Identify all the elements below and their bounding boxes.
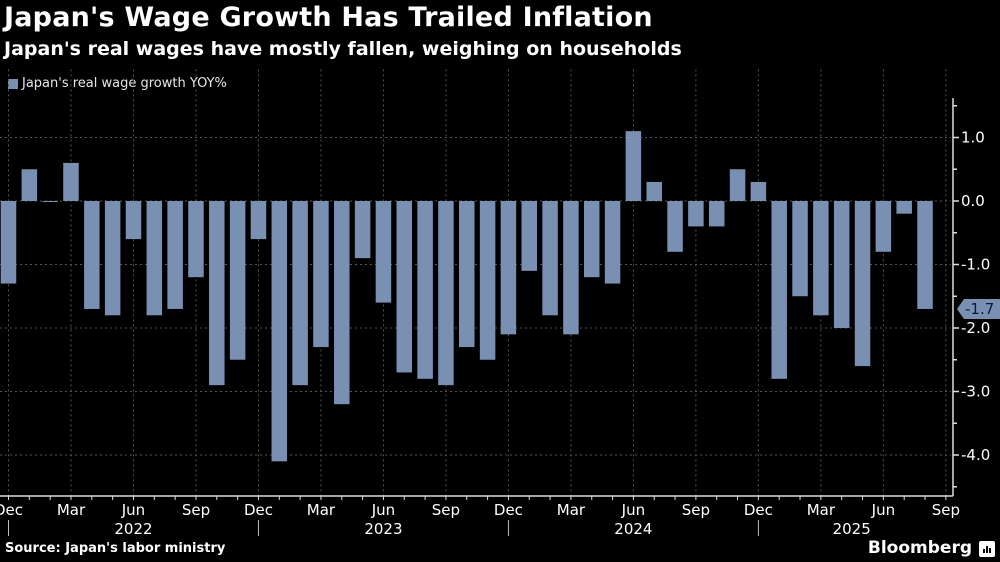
x-tick-label: Mar xyxy=(307,501,336,519)
bar-2024-08 xyxy=(667,201,683,252)
y-axis-ticks: 1.0 0.0 -1.0 -2.0 -3.0 -4.0 xyxy=(953,105,990,488)
callout-badge xyxy=(957,298,1000,319)
bar-2022-01 xyxy=(21,169,38,201)
source-note: Source: Japan's labor ministry xyxy=(5,541,226,556)
x-tick-label: Jun xyxy=(371,501,395,519)
x-tick-label: Jun xyxy=(871,501,895,519)
x-tick-label: Sep xyxy=(432,501,460,519)
bar-2022-07 xyxy=(146,201,163,316)
bar-2022-09 xyxy=(188,201,204,278)
x-tick-label: Mar xyxy=(557,501,586,519)
x-axis-ticks: Dec Mar Jun Sep Dec Mar Jun Sep Dec Mar Jun Sep Dec M… xyxy=(0,496,960,538)
bar-2025-07 xyxy=(896,201,912,214)
bar-2023-05 xyxy=(354,201,371,259)
bar-2022-10 xyxy=(209,201,225,386)
x-tick-label: Dec xyxy=(494,501,523,519)
bar-2025-04 xyxy=(833,201,850,328)
chart-title: Japan's Wage Growth Has Trailed Inflatio… xyxy=(4,2,653,33)
x-tick-label: Dec xyxy=(244,501,273,519)
bar-2023-11 xyxy=(479,201,496,360)
callout-label: -1.7 xyxy=(965,300,994,318)
last-value-callout: -1.7 xyxy=(957,298,1000,319)
bar-2022-12 xyxy=(250,201,267,240)
x-year-label: 2025 xyxy=(833,520,871,538)
bar-2023-02 xyxy=(292,201,308,386)
bar-2024-02 xyxy=(542,201,558,316)
bar-2021-12 xyxy=(0,201,17,284)
bar-2022-02 xyxy=(42,201,58,202)
legend: Japan's real wage growth YOY% xyxy=(8,76,227,91)
axes xyxy=(0,98,954,497)
bar-2022-06 xyxy=(125,201,142,240)
bar-2023-12 xyxy=(500,201,517,335)
x-year-label: 2022 xyxy=(114,520,152,538)
bar-2025-08 xyxy=(917,201,933,309)
x-year-label: 2023 xyxy=(364,520,402,538)
bar-2022-03 xyxy=(63,162,79,201)
y-tick-label: -4.0 xyxy=(961,446,990,464)
bar-2023-10 xyxy=(459,201,475,348)
bar-2024-04 xyxy=(583,201,600,278)
bar-2022-05 xyxy=(104,201,121,316)
bar-2022-11 xyxy=(229,201,246,360)
bar-2022-04 xyxy=(84,201,100,309)
x-tick-label: Dec xyxy=(0,501,23,519)
chart-subtitle: Japan's real wages have mostly fallen, w… xyxy=(4,38,682,60)
y-tick-label: 1.0 xyxy=(961,129,985,147)
bar-2025-01 xyxy=(771,201,787,379)
x-tick-label: Sep xyxy=(182,501,210,519)
y-tick-label: 0.0 xyxy=(961,192,985,210)
bar-2024-09 xyxy=(688,201,704,227)
bar-2024-06 xyxy=(625,131,642,201)
grid-lines xyxy=(0,69,951,496)
bar-2022-08 xyxy=(167,201,183,309)
bar-2023-06 xyxy=(375,201,392,303)
bar-2024-05 xyxy=(604,201,621,284)
x-tick-label: Dec xyxy=(744,501,773,519)
x-tick-label: Mar xyxy=(57,501,86,519)
legend-label: Japan's real wage growth YOY% xyxy=(22,76,227,91)
y-tick-label: -3.0 xyxy=(961,383,990,401)
bar-2024-07 xyxy=(646,181,662,201)
bar-2023-07 xyxy=(396,201,413,373)
bar-2025-06 xyxy=(875,201,892,252)
x-tick-label: Mar xyxy=(807,501,836,519)
bar-2023-03 xyxy=(313,201,329,348)
bar-2024-01 xyxy=(521,201,537,271)
y-tick-label: -1.0 xyxy=(961,256,990,274)
bar-2024-11 xyxy=(729,169,746,201)
bars xyxy=(0,131,933,462)
bar-2023-04 xyxy=(334,201,350,405)
bar-2024-10 xyxy=(708,201,725,227)
x-tick-label: Sep xyxy=(682,501,710,519)
bar-2025-02 xyxy=(792,201,808,297)
x-tick-label: Sep xyxy=(932,501,960,519)
bar-2023-09 xyxy=(438,201,454,386)
bar-2025-03 xyxy=(813,201,829,316)
brand-logo-text: Bloomberg xyxy=(867,538,972,558)
y-tick-label: -2.0 xyxy=(961,319,990,337)
bar-2024-12 xyxy=(750,181,767,201)
x-tick-label: Jun xyxy=(121,501,145,519)
legend-swatch xyxy=(8,78,18,89)
bar-2023-08 xyxy=(417,201,433,379)
x-year-label: 2024 xyxy=(614,520,652,538)
bar-2023-01 xyxy=(271,201,288,462)
bar-2025-05 xyxy=(854,201,871,367)
bar-2024-03 xyxy=(563,201,579,335)
bloomberg-chart-icon xyxy=(979,541,995,557)
x-tick-label: Jun xyxy=(621,501,645,519)
